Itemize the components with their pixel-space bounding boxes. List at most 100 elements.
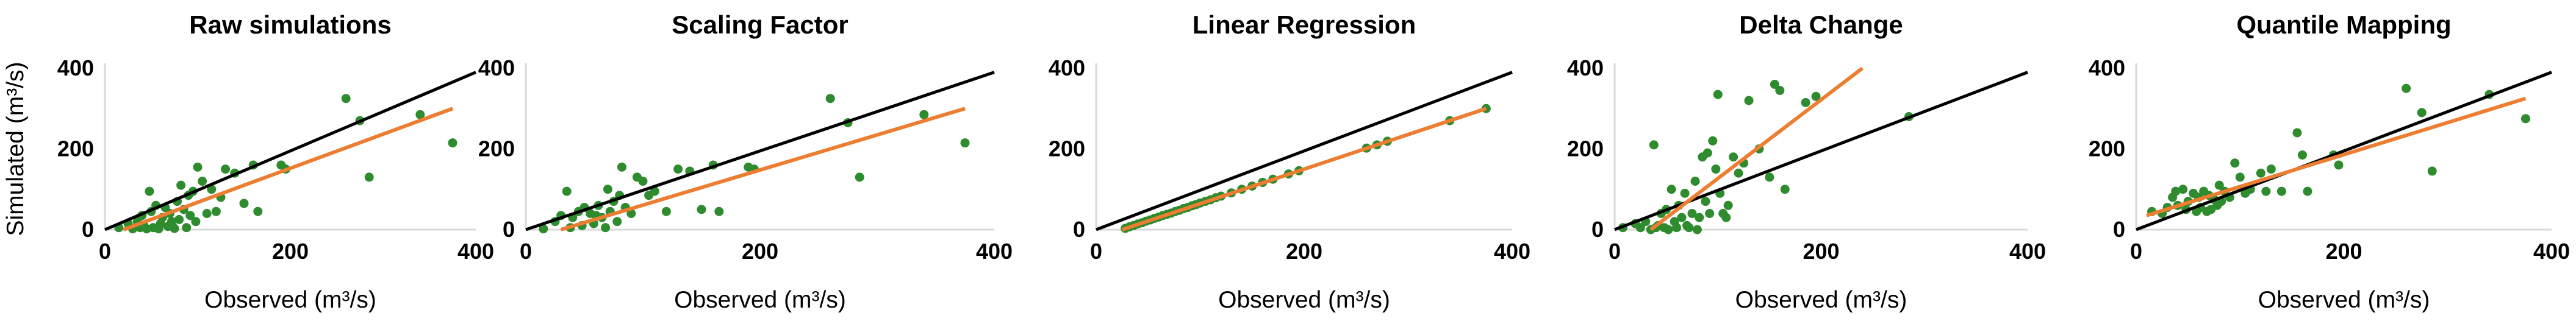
data-point [170, 224, 179, 233]
data-point [185, 211, 195, 220]
y-tick-label: 0 [2113, 217, 2125, 242]
data-point [2261, 186, 2271, 196]
data-point [2214, 180, 2224, 190]
data-point [1677, 213, 1687, 222]
data-point [562, 186, 572, 196]
data-point [2427, 166, 2437, 176]
data-point [1765, 172, 1774, 182]
chart-panel-1: Raw simulations 0 200 400 0 200 400 Observed (m… [2, 10, 494, 313]
y-tick-label: 0 [1073, 217, 1085, 242]
data-point [1680, 188, 1690, 198]
data-point [448, 138, 457, 148]
trend-line [2146, 96, 2527, 217]
data-point [855, 172, 864, 182]
data-point [1687, 209, 1697, 218]
data-point [176, 180, 186, 190]
y-tick-label: 400 [2089, 55, 2125, 80]
y-tick-label: 200 [2089, 136, 2125, 161]
chart-title: Delta Change [1739, 10, 1903, 39]
y-tick-label: 0 [1591, 217, 1604, 242]
chart-title: Scaling Factor [672, 10, 848, 39]
trend-line [1649, 66, 1864, 231]
x-axis-title: Observed (m³/s) [2258, 287, 2430, 313]
data-point [960, 138, 970, 148]
data-point [1801, 97, 1810, 107]
data-point [2520, 114, 2530, 124]
data-point [1721, 213, 1731, 222]
data-point [1663, 225, 1673, 234]
data-point [626, 209, 636, 218]
data-point [825, 94, 835, 104]
chart-title: Raw simulations [189, 10, 391, 39]
data-point [2171, 186, 2181, 196]
data-point [1690, 177, 1700, 186]
chart-title: Linear Regression [1193, 10, 1416, 39]
data-point [1692, 225, 1702, 234]
data-point [1775, 85, 1785, 95]
x-tick-label: 0 [520, 239, 532, 264]
chart-panel-5: Quantile Mapping 0 200 400 0 200 400 Observed (… [2089, 10, 2570, 313]
x-tick-label: 200 [1286, 239, 1322, 264]
data-point [2292, 128, 2302, 138]
data-point [697, 205, 706, 214]
y-tick-label: 0 [82, 217, 94, 242]
data-point [198, 177, 207, 186]
data-point [1770, 80, 1779, 89]
data-point [661, 206, 671, 216]
data-point [239, 199, 249, 208]
data-point [182, 223, 192, 233]
data-point [1744, 96, 1754, 105]
data-point [2402, 83, 2411, 93]
data-point [1667, 185, 1676, 194]
y-tick-label: 0 [503, 217, 515, 242]
x-tick-label: 200 [742, 239, 778, 264]
data-point [617, 162, 626, 172]
x-tick-label: 0 [1090, 239, 1102, 264]
data-point [1635, 223, 1645, 233]
x-axis-title: Observed (m³/s) [204, 287, 376, 313]
data-point [2417, 108, 2427, 118]
data-point [638, 177, 648, 186]
data-point [202, 209, 212, 218]
data-point [2178, 185, 2188, 194]
data-point [2334, 160, 2344, 170]
data-point [2276, 186, 2286, 196]
trend-line [123, 107, 454, 231]
data-point [673, 164, 683, 174]
data-point [1708, 136, 1718, 146]
data-point [193, 162, 203, 172]
trend-line [1121, 107, 1487, 231]
data-point [2266, 164, 2276, 174]
data-point [221, 164, 231, 174]
x-tick-label: 400 [976, 239, 1013, 264]
y-tick-label: 200 [57, 136, 94, 161]
data-point [612, 217, 622, 227]
identity-line [1614, 71, 2028, 231]
data-point [1780, 185, 1790, 194]
data-point [211, 206, 221, 216]
data-point [1695, 213, 1704, 222]
data-point [341, 94, 351, 104]
data-point [1713, 90, 1723, 99]
data-point [1649, 140, 1659, 150]
chart-panel-2: Scaling Factor 0 200 400 0 200 400 Observed (m³… [478, 10, 1013, 313]
identity-line [2136, 71, 2552, 231]
data-point [1734, 168, 1743, 178]
data-point [1729, 152, 1738, 162]
data-point [364, 172, 374, 182]
x-tick-label: 200 [1803, 239, 1839, 264]
chart-panel-3: Linear Regression 0 200 400 0 200 400 Observed … [1049, 10, 1530, 313]
data-point [174, 214, 184, 224]
x-tick-label: 400 [457, 239, 494, 264]
y-axis-title: Simulated (m³/s) [2, 62, 29, 236]
chart-panel-4: Delta Change 0 200 400 0 200 400 Observed (m³/s… [1567, 10, 2046, 313]
y-tick-label: 400 [478, 55, 515, 80]
x-tick-label: 200 [272, 239, 309, 264]
data-point [919, 110, 929, 119]
data-point [1705, 209, 1715, 218]
data-point [1672, 223, 1682, 233]
data-point [601, 223, 611, 233]
data-point [650, 186, 659, 196]
